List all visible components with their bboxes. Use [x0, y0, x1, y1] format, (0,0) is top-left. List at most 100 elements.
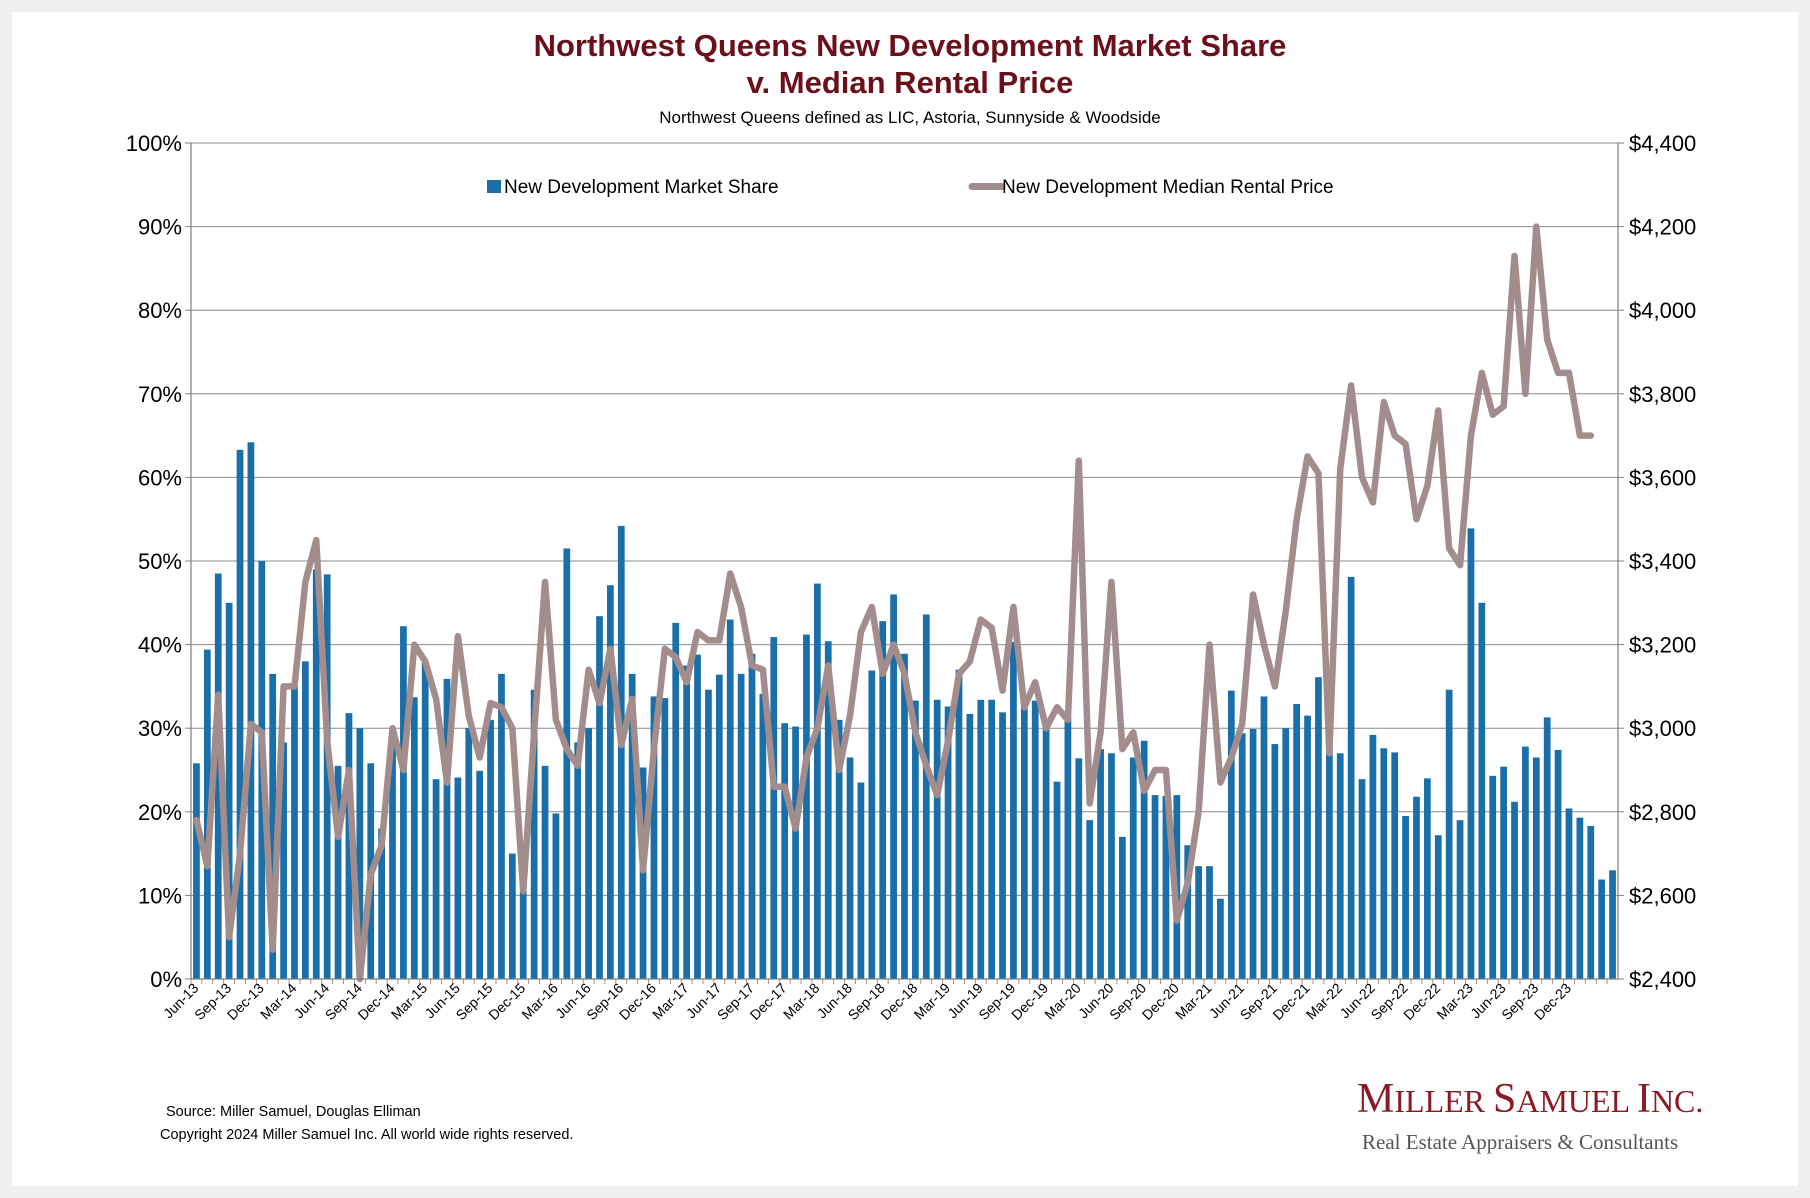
right-tick-label: $2,400 — [1629, 967, 1696, 992]
bar — [868, 670, 876, 979]
bar — [421, 661, 429, 979]
bar — [563, 548, 571, 979]
bar — [944, 706, 952, 979]
bar — [1402, 815, 1409, 979]
left-tick-label: 80% — [138, 298, 182, 323]
bar — [1140, 740, 1148, 979]
x-tick-label: Dec-13 — [224, 980, 267, 1023]
x-tick-label: Dec-15 — [485, 980, 528, 1023]
gridlines — [191, 142, 1618, 896]
bar — [694, 654, 701, 979]
bar — [1413, 796, 1420, 979]
bar — [508, 853, 516, 979]
bar — [389, 736, 396, 979]
right-tick-label: $4,000 — [1629, 298, 1696, 323]
bar — [901, 653, 908, 979]
bar — [1031, 700, 1039, 979]
bar — [846, 757, 854, 979]
right-tick-label: $3,800 — [1629, 382, 1696, 407]
bar — [1565, 808, 1573, 979]
right-tick-label: $2,600 — [1629, 883, 1696, 908]
bar — [1445, 689, 1453, 979]
bar — [1598, 879, 1606, 979]
left-tick-label: 50% — [138, 549, 182, 574]
bar — [1336, 753, 1344, 979]
bar — [1020, 700, 1028, 979]
bar — [1423, 778, 1431, 979]
line-series — [193, 223, 1595, 983]
bar — [1347, 576, 1355, 979]
bar — [585, 728, 592, 979]
bar — [824, 641, 832, 979]
brand-logo: MILLER SAMUEL INC. Real Estate Appraiser… — [1357, 1076, 1703, 1154]
bar — [345, 713, 353, 979]
x-tick-label: Dec-14 — [354, 980, 397, 1023]
bar — [236, 449, 244, 979]
bar — [617, 525, 625, 979]
bar — [1532, 757, 1540, 979]
copyright-note: Copyright 2024 Miller Samuel Inc. All wo… — [160, 1127, 573, 1143]
right-tick-label: $2,800 — [1629, 800, 1696, 825]
bar — [1053, 781, 1061, 979]
bar — [476, 770, 484, 979]
bar — [813, 583, 821, 979]
bar — [1271, 744, 1279, 979]
left-tick-label: 30% — [138, 716, 182, 741]
bar — [1369, 734, 1377, 979]
bar — [1206, 866, 1213, 979]
left-tick-label: 10% — [138, 883, 182, 908]
bar — [1391, 752, 1399, 979]
left-tick-label: 20% — [138, 800, 182, 825]
bar — [1282, 728, 1290, 979]
right-tick-label: $3,000 — [1629, 716, 1696, 741]
bar — [890, 594, 897, 979]
x-tick-label: Mar-14 — [257, 980, 300, 1023]
left-tick-label: 0% — [150, 967, 182, 992]
bar — [1434, 835, 1442, 979]
bar — [1238, 733, 1246, 979]
bar — [1162, 795, 1170, 979]
bar — [1576, 817, 1584, 979]
bar — [323, 574, 331, 979]
x-axis-ticks: Jun-13Sep-13Dec-13Mar-14Jun-14Sep-14Dec-… — [160, 979, 1608, 1023]
bar — [912, 700, 919, 979]
bar — [269, 673, 277, 979]
bar — [1325, 731, 1333, 979]
bar — [280, 742, 287, 979]
bar — [1293, 703, 1301, 979]
bar — [726, 619, 734, 979]
left-tick-label: 90% — [138, 215, 182, 240]
bar — [1478, 602, 1486, 979]
right-tick-label: $3,400 — [1629, 549, 1696, 574]
bar — [759, 693, 767, 979]
bar — [552, 813, 560, 979]
bar-series — [193, 442, 1616, 979]
bar — [737, 673, 745, 979]
bar — [1587, 826, 1595, 979]
bar — [1151, 795, 1159, 979]
source-note: Source: Miller Samuel, Douglas Elliman — [166, 1104, 421, 1120]
bar — [1010, 642, 1017, 979]
bar — [214, 573, 222, 979]
x-tick-label: Dec-17 — [747, 980, 790, 1023]
bar — [1108, 753, 1115, 979]
bar — [203, 649, 211, 979]
bar — [748, 653, 756, 979]
bar — [650, 696, 658, 979]
legend: New Development Market Share New Develop… — [487, 177, 1334, 198]
bar — [933, 699, 941, 979]
legend-swatch-market-share — [487, 180, 501, 193]
bar — [1522, 746, 1529, 979]
bar — [879, 621, 887, 979]
bar — [607, 585, 614, 979]
bar — [792, 726, 799, 979]
bar — [955, 669, 963, 979]
bar — [1075, 758, 1083, 979]
bar — [247, 442, 255, 979]
bar — [770, 637, 778, 979]
right-tick-label: $4,200 — [1629, 215, 1696, 240]
bar — [454, 777, 462, 979]
bar — [1358, 779, 1366, 979]
bar — [683, 665, 691, 979]
bar — [715, 674, 723, 979]
